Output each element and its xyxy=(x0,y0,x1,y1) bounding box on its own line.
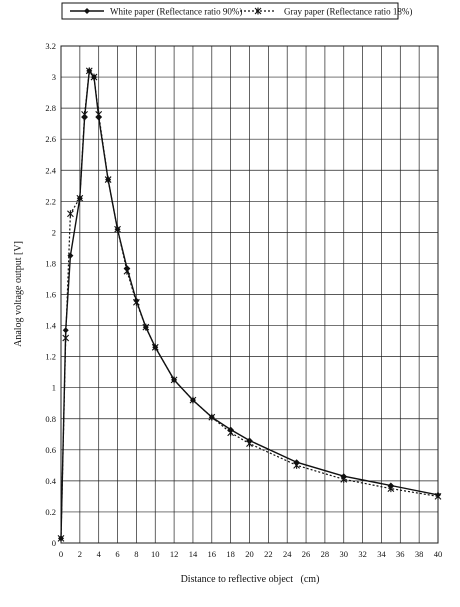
y-tick-label: 0.2 xyxy=(45,507,56,517)
data-point-white-paper xyxy=(67,252,74,259)
x-tick-label: 8 xyxy=(134,549,138,559)
y-axis-label: Analog voltage output [V] xyxy=(13,241,24,347)
data-point-white-paper xyxy=(62,327,69,334)
data-point-gray-paper xyxy=(189,396,197,404)
legend: White paper (Reflectance ratio 90%) Gray… xyxy=(61,2,412,20)
y-tick-label: 2.8 xyxy=(45,103,56,113)
legend-box xyxy=(61,2,399,20)
y-tick-label: 1.2 xyxy=(45,352,56,362)
data-point-gray-paper xyxy=(227,429,235,437)
x-tick-label: 34 xyxy=(377,549,386,559)
y-tick-label: 1.4 xyxy=(45,321,56,331)
x-tick-label: 12 xyxy=(170,549,179,559)
data-point-gray-paper xyxy=(170,376,178,384)
y-tick-label: 0.6 xyxy=(45,445,56,455)
x-tick-labels: 0 2 4 6 8 10 12 14 16 18 20 22 24 26 28 30 32 34 36 38 40 xyxy=(59,549,442,559)
data-point-gray-paper xyxy=(57,534,65,542)
data-point-gray-paper xyxy=(246,440,253,448)
data-point-gray-paper xyxy=(293,461,301,469)
x-tick-label: 32 xyxy=(358,549,367,559)
y-tick-label: 3.2 xyxy=(45,41,56,51)
legend-label-gray-paper: Gray paper (Reflectance ratio 18%) xyxy=(284,7,412,17)
x-tick-label: 26 xyxy=(302,549,311,559)
legend-marker-gray-paper xyxy=(254,7,262,15)
y-tick-label: 0.4 xyxy=(45,476,56,486)
y-tick-label: 1 xyxy=(52,383,56,393)
x-tick-label: 38 xyxy=(415,549,424,559)
x-tick-label: 40 xyxy=(434,549,443,559)
series-markers xyxy=(57,67,442,542)
plot-area: 0 0.2 0.4 0.6 0.8 1 1.2 1.4 1.6 1.8 2 2.2 2.4 2.6 2.8 3… xyxy=(45,41,442,559)
x-tick-label: 0 xyxy=(59,549,63,559)
data-point-gray-paper xyxy=(85,67,93,75)
data-point-gray-paper xyxy=(95,110,103,118)
data-point-gray-paper xyxy=(81,110,88,118)
legend-marker-white-paper xyxy=(84,8,90,14)
x-tick-label: 16 xyxy=(208,549,217,559)
data-point-gray-paper xyxy=(104,176,112,184)
x-tick-label: 22 xyxy=(264,549,273,559)
y-tick-label: 2.6 xyxy=(45,134,56,144)
y-tick-label: 2 xyxy=(52,227,56,237)
data-point-gray-paper xyxy=(340,475,348,483)
y-tick-label: 0.8 xyxy=(45,414,56,424)
x-axis-label: Distance to reflective object (cm) xyxy=(181,574,320,585)
data-point-gray-paper xyxy=(76,194,84,202)
data-point-gray-paper xyxy=(90,73,98,81)
y-tick-label: 1.6 xyxy=(45,290,56,300)
data-point-gray-paper xyxy=(114,225,121,233)
x-tick-label: 4 xyxy=(97,549,102,559)
data-point-gray-paper xyxy=(434,492,442,500)
x-tick-label: 36 xyxy=(396,549,405,559)
data-point-gray-paper xyxy=(123,267,131,275)
x-tick-label: 18 xyxy=(226,549,235,559)
x-tick-label: 24 xyxy=(283,549,292,559)
x-tick-label: 14 xyxy=(189,549,198,559)
y-tick-label: 0 xyxy=(52,538,56,548)
x-tick-label: 6 xyxy=(115,549,119,559)
y-tick-labels: 0 0.2 0.4 0.6 0.8 1 1.2 1.4 1.6 1.8 2 2.2 2.4 2.6 2.8 3… xyxy=(45,41,56,548)
y-tick-label: 2.4 xyxy=(45,165,56,175)
data-point-gray-paper xyxy=(387,485,395,493)
data-point-gray-paper xyxy=(133,298,140,306)
data-point-gray-paper xyxy=(208,413,216,421)
x-tick-label: 20 xyxy=(245,549,254,559)
x-tick-label: 28 xyxy=(321,549,330,559)
data-point-gray-paper xyxy=(142,323,150,331)
x-tick-label: 2 xyxy=(78,549,82,559)
y-tick-label: 2.2 xyxy=(45,196,56,206)
data-point-gray-paper xyxy=(62,334,70,342)
legend-label-white-paper: White paper (Reflectance ratio 90%) xyxy=(110,7,242,17)
y-tick-label: 3 xyxy=(52,72,56,82)
x-tick-label: 30 xyxy=(340,549,349,559)
x-tick-label: 10 xyxy=(151,549,160,559)
data-point-gray-paper xyxy=(67,210,74,218)
grid-lines xyxy=(60,45,439,544)
data-point-gray-paper xyxy=(151,343,159,351)
y-tick-label: 1.8 xyxy=(45,258,56,268)
